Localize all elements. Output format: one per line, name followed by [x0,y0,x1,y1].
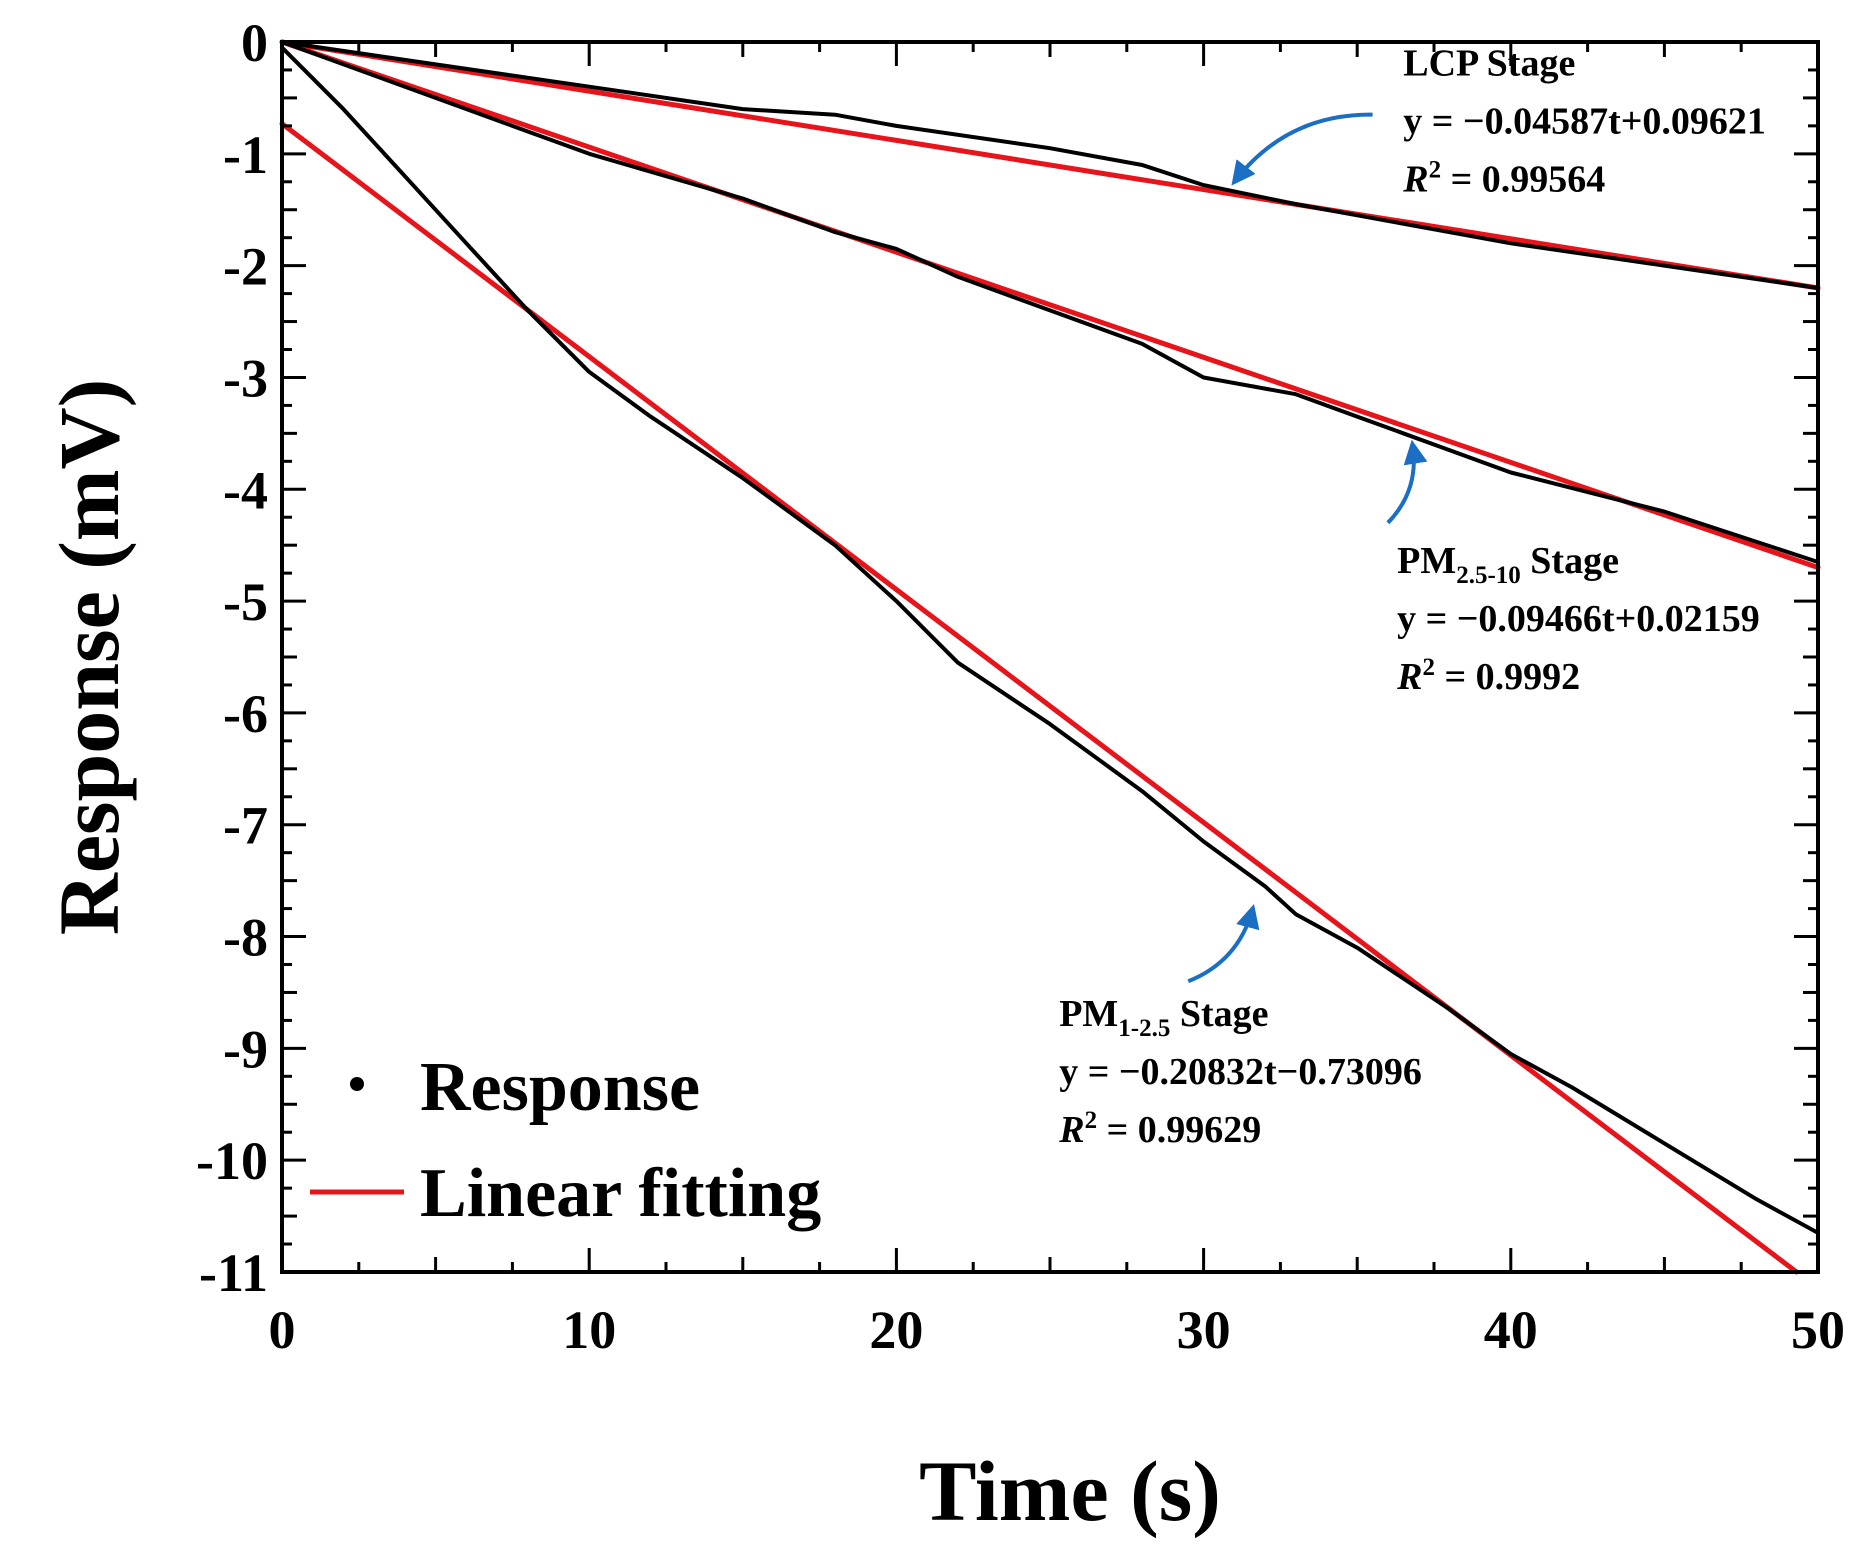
y-tick-label: -5 [223,572,268,632]
r2-value: = 0.99629 [1097,1109,1261,1151]
annotation-lcp: LCP Stage y = −0.04587t+0.09621 R2 = 0.995… [1231,43,1766,201]
r2-value: = 0.99564 [1441,159,1605,201]
annotation-r2: R2 = 0.99564 [1402,157,1605,201]
r2-superscript: 2 [1085,1107,1098,1134]
x-tick-label: 50 [1791,1300,1845,1360]
y-tick-label: -10 [196,1131,268,1191]
legend-response-marker [350,1077,364,1091]
x-tick-label: 0 [269,1300,296,1360]
annotation-stage: PM2.5-10 Stage [1397,540,1619,589]
annotation-equation: y = −0.04587t+0.09621 [1403,101,1766,143]
y-tick-label: -7 [223,796,268,856]
annotation-arrow [1231,112,1373,186]
legend-response-label: Response [420,1049,700,1126]
fit-line-3 [279,39,1821,291]
r2-superscript: 2 [1422,654,1435,681]
annotation-equation: y = −0.09466t+0.02159 [1397,598,1760,640]
r2-superscript: 2 [1429,157,1442,184]
r2-symbol: R [1058,1109,1084,1151]
annotation-pm1_25: PM1-2.5 Stage y = −0.20832t−0.73096 R2 = 0… [1058,903,1422,1151]
y-tick-label: -11 [199,1243,268,1303]
y-tick-label: -4 [223,460,268,520]
legend: Response Linear fitting [310,1049,821,1232]
x-axis-title: Time (s) [919,1443,1221,1539]
y-tick-label: 0 [241,13,268,73]
response-curve-1 [280,40,1820,564]
stage-suffix: Stage [1521,540,1619,582]
annotation-arrow [1386,439,1428,525]
r2-symbol: R [1402,159,1428,201]
annotation-r2: R2 = 0.99629 [1058,1107,1261,1151]
annotation-pm25_10: PM2.5-10 Stage y = −0.09466t+0.02159 R2 = … [1386,439,1760,698]
annotation-stage: PM1-2.5 Stage [1059,993,1268,1042]
annotation-stage: LCP Stage [1403,43,1575,85]
stage-subscript: 1-2.5 [1118,1015,1170,1042]
stage-name: PM [1397,540,1456,582]
x-tick-label: 10 [562,1300,616,1360]
response-curves [280,40,1820,1235]
r2-symbol: R [1396,656,1422,698]
y-tick-label: -2 [223,237,268,297]
response-curve-2 [280,45,1820,1235]
stage-name: PM [1059,993,1118,1035]
stage-suffix: Stage [1170,993,1268,1035]
annotation-equation: y = −0.20832t−0.73096 [1059,1051,1422,1093]
annotation-r2: R2 = 0.9992 [1396,654,1580,698]
y-tick-label: -3 [223,348,268,408]
y-tick-label: -1 [223,125,268,185]
fit-line-4 [279,39,1821,570]
y-tick-label: -8 [223,908,268,968]
x-tick-label: 20 [869,1300,923,1360]
legend-fit-label: Linear fitting [420,1155,821,1232]
annotation-arrow [1187,903,1260,984]
axis-ticks [280,40,1820,1274]
x-tick-labels: 0 10 20 30 40 50 [269,1300,1846,1360]
response-curve-0 [280,40,1820,290]
stage-subscript: 2.5-10 [1456,562,1521,589]
stage-name: LCP Stage [1403,43,1575,85]
y-axis-title: Response (mV) [41,379,137,936]
x-tick-label: 30 [1177,1300,1231,1360]
y-tick-label: -6 [223,684,268,744]
y-tick-label: -9 [223,1019,268,1079]
y-tick-labels: 0 -1 -2 -3 -4 -5 -6 -7 -8 -9 -10 -11 [196,13,268,1303]
x-tick-label: 40 [1484,1300,1538,1360]
r2-value: = 0.9992 [1435,656,1580,698]
